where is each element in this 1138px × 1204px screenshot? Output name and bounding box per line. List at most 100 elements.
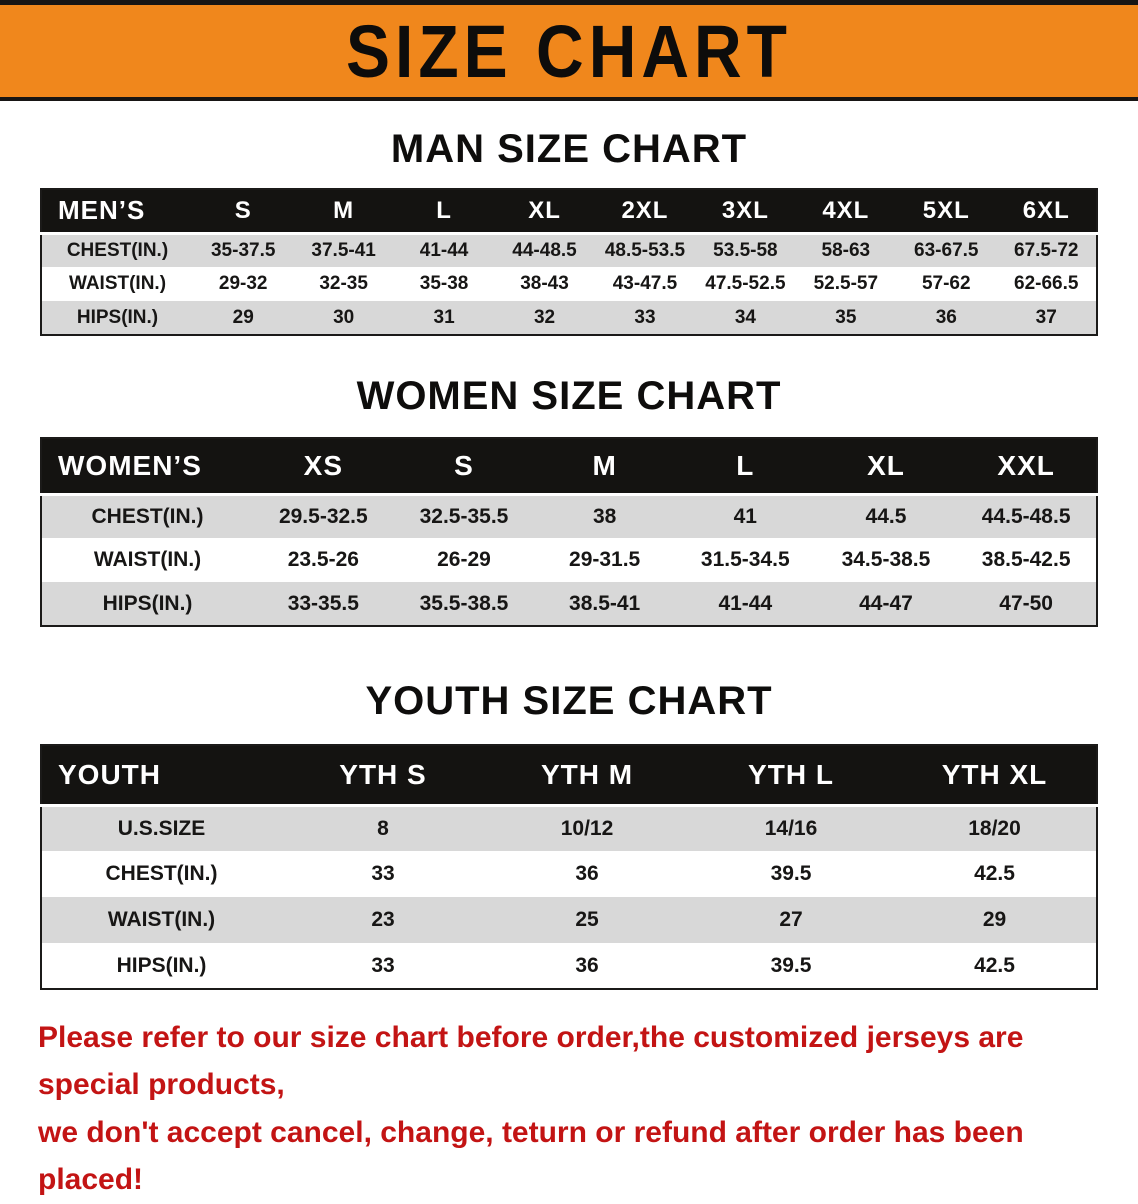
value-cell: 33 xyxy=(371,862,395,885)
value-cell: 44.5 xyxy=(865,504,907,528)
value-cell: 34.5-38.5 xyxy=(841,548,931,571)
men-size-section: MAN SIZE CHART MEN’S S M L XL 2XL 3XL 4XL 5XL 6XL… xyxy=(0,101,1138,336)
value-cell: 58-63 xyxy=(821,239,871,261)
table-row: U.S.SIZE 8 10/12 14/16 18/20 xyxy=(41,805,1097,851)
value-cell: 44-48.5 xyxy=(512,239,577,261)
value-cell: 14/16 xyxy=(764,816,818,840)
value-cell: 53.5-58 xyxy=(713,239,778,261)
size-header-cell: 3XL xyxy=(695,189,796,235)
table-title-cell: YOUTH xyxy=(41,745,281,807)
row-label-cell: WAIST(IN.) xyxy=(107,908,216,931)
disclaimer-line-1: Please refer to our size chart before or… xyxy=(38,1021,1024,1102)
value-cell: 57-62 xyxy=(921,273,971,294)
table-header-row: YOUTH YTH S YTH M YTH L YTH XL xyxy=(41,745,1097,807)
value-cell: 29.5-32.5 xyxy=(278,504,368,528)
value-cell: 30 xyxy=(333,306,355,328)
value-cell: 38.5-41 xyxy=(569,591,641,615)
value-cell: 43-47.5 xyxy=(612,273,678,294)
row-label-cell: HIPS(IN.) xyxy=(102,591,193,615)
value-cell: 35-37.5 xyxy=(210,239,276,261)
value-cell: 32 xyxy=(533,306,556,328)
value-cell: 34 xyxy=(734,306,756,328)
size-header-cell: XXL xyxy=(956,438,1097,496)
value-cell: 35-38 xyxy=(419,273,469,294)
value-cell: 31 xyxy=(433,306,455,328)
value-cell: 67.5-72 xyxy=(1014,239,1079,261)
youth-size-table: YOUTH YTH S YTH M YTH L YTH XL U.S.SIZE 8 10/12… xyxy=(40,744,1098,990)
row-label-cell: WAIST(IN.) xyxy=(68,273,167,294)
row-label-cell: CHEST(IN.) xyxy=(66,239,169,261)
youth-size-section: YOUTH SIZE CHART YOUTH YTH S YTH M YTH L YTH… xyxy=(0,627,1138,990)
value-cell: 52.5-57 xyxy=(813,273,879,294)
value-cell: 10/12 xyxy=(560,816,614,840)
value-cell: 41-44 xyxy=(718,591,773,615)
value-cell: 47-50 xyxy=(999,591,1053,615)
value-cell: 63-67.5 xyxy=(914,239,979,261)
value-cell: 36 xyxy=(575,862,599,885)
value-cell: 44.5-48.5 xyxy=(981,504,1071,528)
size-header-cell: 5XL xyxy=(896,189,997,235)
men-section-heading: MAN SIZE CHART xyxy=(390,127,748,171)
row-label-cell: U.S.SIZE xyxy=(117,816,206,840)
value-cell: 38-43 xyxy=(520,273,569,294)
size-header-cell: YTH M xyxy=(485,745,689,807)
value-cell: 33 xyxy=(371,953,395,977)
row-label-cell: HIPS(IN.) xyxy=(116,953,207,977)
value-cell: 47.5-52.5 xyxy=(705,273,786,294)
value-cell: 25 xyxy=(575,908,599,931)
size-header-cell: S xyxy=(393,438,535,496)
value-cell: 8 xyxy=(377,816,389,840)
size-header-cell: M xyxy=(534,438,675,496)
table-row: HIPS(IN.) 29 30 31 32 33 34 35 36 37 xyxy=(41,301,1097,335)
table-header-row: WOMEN’S XS S M L XL XXL xyxy=(41,438,1097,496)
value-cell: 42.5 xyxy=(974,862,1015,885)
value-cell: 29-31.5 xyxy=(569,548,641,571)
value-cell: 33 xyxy=(634,306,656,328)
youth-section-heading: YOUTH SIZE CHART xyxy=(365,679,773,723)
value-cell: 41 xyxy=(733,504,757,528)
value-cell: 29-32 xyxy=(218,273,268,294)
table-row: CHEST(IN.) 29.5-32.5 32.5-35.5 38 41 44.5 44.5… xyxy=(41,494,1097,538)
value-cell: 18/20 xyxy=(968,816,1021,840)
disclaimer-line-2: we don't accept cancel, change, teturn o… xyxy=(38,1115,1024,1197)
value-cell: 29 xyxy=(982,908,1007,931)
size-chart-banner: SIZE CHART xyxy=(0,0,1138,101)
size-header-cell: YTH L xyxy=(689,745,893,807)
value-cell: 36 xyxy=(575,953,599,977)
table-row: CHEST(IN.) 33 36 39.5 42.5 xyxy=(41,851,1097,897)
value-cell: 37 xyxy=(1035,306,1057,328)
value-cell: 37.5-41 xyxy=(311,239,376,261)
value-cell: 26-29 xyxy=(437,548,491,571)
value-cell: 31.5-34.5 xyxy=(700,548,790,571)
size-header-cell: XS xyxy=(253,438,394,496)
value-cell: 27 xyxy=(779,908,803,931)
disclaimer-text: Please refer to our size chart before or… xyxy=(0,1014,1138,1204)
row-label-cell: WAIST(IN.) xyxy=(93,548,202,571)
value-cell: 38 xyxy=(592,504,617,528)
table-title-cell: WOMEN’S xyxy=(41,438,253,496)
size-header-cell: YTH XL xyxy=(893,745,1097,807)
row-label-cell: CHEST(IN.) xyxy=(105,862,218,885)
value-cell: 38.5-42.5 xyxy=(981,548,1071,571)
table-row: HIPS(IN.) 33-35.5 35.5-38.5 38.5-41 41-44 44-… xyxy=(41,582,1097,626)
value-cell: 29 xyxy=(232,306,254,328)
size-header-cell: 6XL xyxy=(996,189,1097,235)
size-header-cell: XL xyxy=(494,189,595,235)
value-cell: 33-35.5 xyxy=(287,591,359,615)
value-cell: 35.5-38.5 xyxy=(419,591,509,615)
size-header-cell: XL xyxy=(815,438,957,496)
women-size-table: WOMEN’S XS S M L XL XXL CHEST(IN.) 29.5-32.5 32.5… xyxy=(40,437,1098,627)
value-cell: 48.5-53.5 xyxy=(604,239,686,261)
table-title-cell: MEN’S xyxy=(41,189,193,235)
value-cell: 39.5 xyxy=(770,862,812,885)
table-row: WAIST(IN.) 23.5-26 26-29 29-31.5 31.5-34.5 34… xyxy=(41,538,1097,582)
value-cell: 44-47 xyxy=(859,591,913,615)
table-row: CHEST(IN.) 35-37.5 37.5-41 41-44 44-48.5 48.5… xyxy=(41,233,1097,267)
size-header-cell: 2XL xyxy=(594,189,696,235)
size-header-cell: S xyxy=(193,189,294,235)
value-cell: 32-35 xyxy=(319,273,368,294)
table-row: HIPS(IN.) 33 36 39.5 42.5 xyxy=(41,943,1097,989)
value-cell: 62-66.5 xyxy=(1014,273,1079,294)
value-cell: 32.5-35.5 xyxy=(419,504,509,528)
value-cell: 39.5 xyxy=(770,953,812,977)
